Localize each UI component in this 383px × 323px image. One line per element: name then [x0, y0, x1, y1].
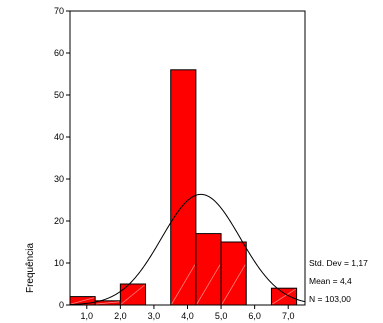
y-tick-label: 20: [54, 216, 64, 226]
y-tick-label: 0: [59, 300, 64, 310]
histogram-bar-sheen-6: [196, 264, 221, 305]
bars-layer: [69, 69, 298, 306]
y-tick-label: 70: [54, 6, 64, 16]
histogram-bar-sheen-2: [96, 301, 120, 305]
std-dev-label: Std. Dev = 1,17: [309, 258, 368, 268]
histogram-bar-sheen-7: [221, 264, 246, 305]
y-tick-label: 10: [54, 258, 64, 268]
x-tick-label: 2,0: [114, 311, 127, 321]
mean-label: Mean = 4,4: [309, 276, 352, 286]
y-tick-label: 40: [54, 132, 64, 142]
y-tick-label: 60: [54, 48, 64, 58]
x-tick-label: 1,0: [81, 311, 94, 321]
x-tick-label: 5,0: [215, 311, 228, 321]
y-tick-label: 50: [54, 90, 64, 100]
x-tick-label: 3,0: [148, 311, 161, 321]
x-axis: 1,0 2,0 3,0 4,0 5,0 6,0 7,0: [81, 305, 295, 321]
x-tick-label: 7,0: [282, 311, 295, 321]
histogram-bar-sheen-9: [272, 288, 296, 305]
n-label: N = 103,00: [309, 294, 351, 304]
stats-box: Std. Dev = 1,17 Mean = 4,4 N = 103,00: [309, 258, 368, 304]
y-axis-label: Frequência: [25, 243, 36, 293]
normal-curve: [69, 193, 306, 306]
y-tick-label: 30: [54, 174, 64, 184]
histogram-bar-sheen-3: [121, 284, 145, 305]
histogram-bar-sheen-5: [171, 264, 196, 305]
histogram-bar-sheen-1: [70, 297, 95, 305]
x-tick-label: 6,0: [248, 311, 261, 321]
x-tick-label: 4,0: [181, 311, 194, 321]
histogram-bar-7: [220, 241, 247, 306]
y-axis: 0 10 20 30 40 50 60 70: [54, 6, 70, 310]
